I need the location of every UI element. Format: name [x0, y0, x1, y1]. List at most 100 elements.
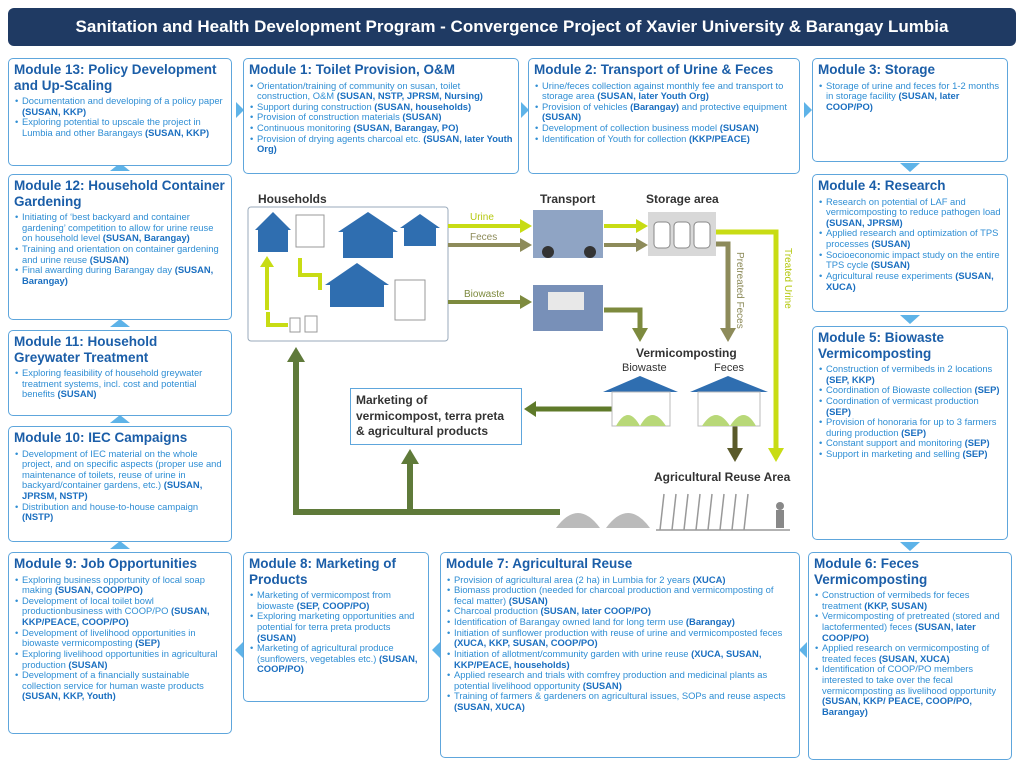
- responsible-parties: (SUSAN, later COOP/PO): [826, 90, 960, 112]
- item-text: Distribution and house-to-house campaign: [22, 500, 199, 512]
- module-items: Urine/feces collection against monthly f…: [534, 80, 794, 145]
- responsible-parties: (SUSAN, KKP/ PEACE, COOP/PO, Barangay): [822, 695, 973, 717]
- item-text: Applied research and optimization of TPS…: [826, 227, 999, 250]
- module-item: Research on potential of LAF and vermico…: [819, 196, 1002, 229]
- responsible-parties: (SEP, COOP/PO): [296, 599, 370, 611]
- item-text: Construction of vermibeds in 2 locations: [826, 363, 993, 375]
- responsible-parties: (XUCA, KKP, SUSAN, COOP/PO): [454, 637, 598, 649]
- module-item: Socioeconomic impact study on the entire…: [819, 249, 1002, 271]
- responsible-parties: (SUSAN, NSTP, JPRSM, Nursing): [336, 90, 483, 102]
- item-text: Charcoal production: [454, 605, 538, 617]
- module-title: Module 4: Research: [818, 178, 946, 193]
- diagram-label: Biowaste: [622, 362, 667, 374]
- item-text: Exploring potential to upscale the proje…: [22, 116, 201, 138]
- responsible-parties: (SUSAN, JPRSM, NSTP): [22, 479, 203, 502]
- module-items: Exploring feasibility of household greyw…: [14, 367, 226, 400]
- responsible-parties: (SUSAN, XUCA): [826, 269, 994, 292]
- module-item: Continuous monitoring (SUSAN, Barangay, …: [250, 122, 513, 134]
- facility-images: [533, 210, 790, 531]
- item-text: Final awarding during Barangay day: [22, 264, 173, 276]
- module-item: Training and orientation on container ga…: [15, 243, 226, 265]
- item-text: Marketing of agricultural produce (sunfl…: [257, 642, 394, 664]
- responsible-parties: (SEP): [826, 405, 852, 417]
- module-box: Module 7: Agricultural Reuse Provision of…: [440, 552, 800, 758]
- responsible-parties: (SUSAN): [68, 658, 108, 670]
- module-box: Module 8: Marketing of ProductsMarketing…: [243, 552, 429, 702]
- module-item: Development of local toilet bowl product…: [15, 595, 226, 628]
- item-text: Development of a financially sustainable…: [22, 669, 204, 691]
- diagram-label: Transport: [540, 192, 596, 206]
- item-text: Development of collection business model: [542, 122, 718, 134]
- responsible-parties: (SEP): [974, 384, 1000, 396]
- module-title: Module 3: Storage: [818, 62, 936, 77]
- item-text: Provision of honoraria for up to 3 farme…: [826, 416, 997, 438]
- module-item: Provision of agricultural area (2 ha) in…: [447, 573, 794, 586]
- flow-label: Feces: [470, 232, 498, 243]
- flow-triangles: [110, 102, 920, 658]
- responsible-parties: (SUSAN): [257, 631, 297, 643]
- item-text: Provision of drying agents charcoal etc.: [257, 132, 421, 144]
- marketing-box: Marketing of vermicompost, terra preta &…: [350, 388, 522, 445]
- item-text: Identification of COOP/PO members intere…: [822, 663, 997, 696]
- item-text: Training of farmers & gardeners on agric…: [454, 690, 786, 702]
- flow-label: Treated Urine: [782, 248, 793, 309]
- item-text: Agricultural reuse experiments: [826, 269, 953, 281]
- diagram-label: Vermicomposting: [636, 346, 737, 360]
- module-items: Research on potential of LAF and vermico…: [818, 196, 1002, 293]
- module-item: Charcoal production (SUSAN, later COOP/P…: [447, 605, 794, 617]
- module-box: Module 12: Household Container Gardening…: [8, 174, 232, 320]
- responsible-parties: (SEP): [135, 637, 161, 649]
- module-item: Provision of construction materials (SUS…: [250, 111, 513, 123]
- responsible-parties: (SUSAN, later COOP/PO): [822, 620, 976, 643]
- module-title: Module 5: Biowaste Vermicomposting: [818, 330, 945, 361]
- flow-arrows: [287, 219, 784, 515]
- item-text: Provision of agricultural area (2 ha) in…: [454, 573, 691, 585]
- responsible-parties: (SUSAN): [402, 111, 442, 123]
- item-text: Development of livelihood opportunities …: [22, 626, 196, 649]
- module-title: Module 9: Job Opportunities: [14, 556, 197, 571]
- responsible-parties: (XUCA, SUSAN, KKP/PEACE, households): [454, 647, 762, 670]
- module-title: Module 13: Policy Development and Up-Sca…: [14, 62, 217, 93]
- item-text: Development of IEC material on the whole…: [22, 447, 222, 491]
- responsible-parties: (SUSAN): [871, 238, 911, 250]
- item-text: Identification of Barangay owned land fo…: [454, 616, 684, 628]
- item-text: Initiating of ‘best backyard and contain…: [22, 211, 214, 244]
- responsible-parties: (SUSAN, households): [374, 100, 472, 112]
- item-text: Constant support and monitoring: [826, 437, 963, 449]
- module-item: Applied research and optimization of TPS…: [819, 227, 1002, 250]
- module-item: Support during construction (SUSAN, hous…: [250, 100, 513, 113]
- module-item: Development of collection business model…: [535, 122, 794, 134]
- responsible-parties: (SUSAN): [719, 122, 759, 134]
- item-text: Provision of vehicles: [542, 100, 628, 112]
- module-box: Module 11: Household Greywater Treatment…: [8, 330, 232, 416]
- module-box: Module 9: Job Opportunities Exploring bus…: [8, 552, 232, 734]
- module-box: Module 1: Toilet Provision, O&M Orientati…: [243, 58, 519, 174]
- module-item: Construction of vermibeds for feces trea…: [815, 589, 1006, 611]
- module-item: Provision of drying agents charcoal etc.…: [250, 132, 513, 155]
- module-item: Support in marketing and selling (SEP): [819, 448, 1002, 460]
- module-item: Identification of COOP/PO members intere…: [815, 663, 1006, 717]
- flow-label: Pretreated Feces: [734, 252, 745, 329]
- households-scene: [247, 206, 449, 342]
- module-item: Identification of Youth for collection (…: [535, 133, 794, 145]
- responsible-parties: (Barangay): [630, 100, 680, 112]
- item-text: Support in marketing and selling: [826, 448, 960, 460]
- module-item: Provision of vehicles (Barangay) and pro…: [535, 100, 794, 123]
- page-title: Sanitation and Health Development Progra…: [8, 8, 1016, 46]
- module-item: Exploring business opportunity of local …: [15, 574, 226, 596]
- module-item: Final awarding during Barangay day (SUSA…: [15, 264, 226, 286]
- module-item: Initiating of ‘best backyard and contain…: [15, 211, 226, 244]
- module-item: Constant support and monitoring (SEP): [819, 437, 1002, 449]
- item-text: Exploring livelihood opportunities in ag…: [22, 647, 218, 670]
- module-items: Orientation/training of community on sus…: [249, 80, 513, 155]
- module-title: Module 10: IEC Campaigns: [14, 430, 188, 445]
- item-text: Initiation of allotment/community garden…: [454, 647, 689, 659]
- module-title: Module 7: Agricultural Reuse: [446, 556, 633, 571]
- module-item: Vermicomposting of pretreated (stored an…: [815, 611, 1006, 643]
- module-items: Provision of agricultural area (2 ha) in…: [446, 573, 794, 713]
- responsible-parties: (SUSAN, XUCA): [878, 652, 950, 664]
- module-item: Applied research on vermicomposting of t…: [815, 642, 1006, 664]
- item-text: Storage of urine and feces for 1-2 month…: [826, 79, 1000, 102]
- item-text: Initiation of sunflower production with …: [454, 626, 783, 638]
